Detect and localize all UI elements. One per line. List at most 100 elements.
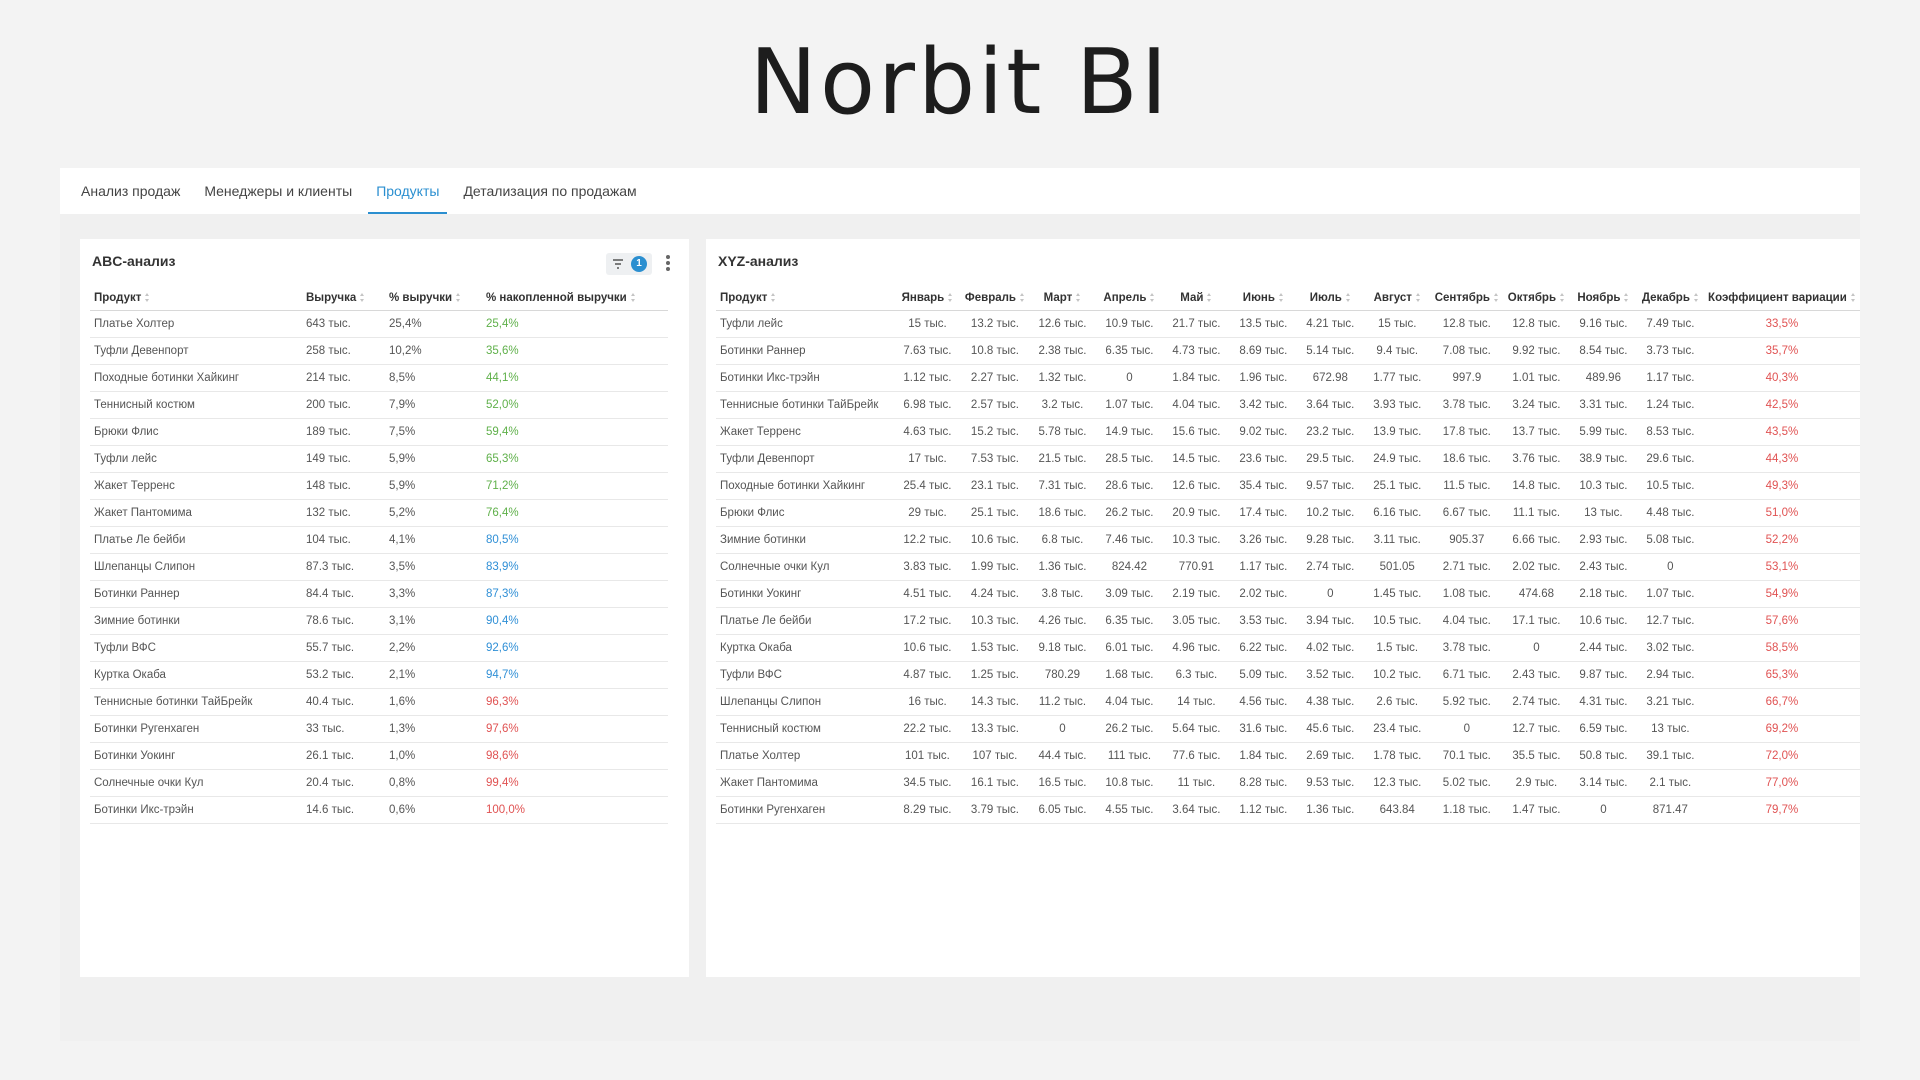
table-cell: 2,2% <box>385 634 482 662</box>
table-row: Ботинки Ругенхаген 8.29 тыс. 3.79 тыс. 6.05… <box>716 796 1860 824</box>
sort-icon[interactable] <box>145 293 150 303</box>
table-cell: 99,4% <box>482 769 668 797</box>
table-cell: 4.38 тыс. <box>1296 688 1364 716</box>
table-row: Платье Холтер 643 тыс. 25,4% 25,4% <box>90 310 668 338</box>
table-cell: 3.09 тыс. <box>1095 580 1163 608</box>
sort-icon[interactable] <box>948 293 953 303</box>
tab[interactable]: Продукты <box>364 168 451 214</box>
sort-icon[interactable] <box>1693 293 1699 303</box>
table-cell: 16 тыс. <box>893 688 961 716</box>
table-cell: 9.02 тыс. <box>1229 418 1297 446</box>
column-header[interactable]: Май <box>1162 286 1230 311</box>
sort-icon[interactable] <box>1415 293 1421 303</box>
table-cell: 3.64 тыс. <box>1162 796 1230 824</box>
sort-icon[interactable] <box>1207 293 1212 303</box>
table-cell: 10.9 тыс. <box>1095 310 1163 338</box>
sort-icon[interactable] <box>771 293 776 303</box>
table-cell: Туфли Девенпорт <box>716 445 894 473</box>
table-cell: 4.48 тыс. <box>1636 499 1704 527</box>
table-cell: 7.08 тыс. <box>1430 337 1503 365</box>
column-header[interactable]: Ноябрь <box>1569 286 1637 311</box>
table-row: Жакет Пантомима 132 тыс. 5,2% 76,4% <box>90 499 668 527</box>
header-label: Март <box>1043 292 1073 304</box>
table-row: Жакет Терренс 4.63 тыс. 15.2 тыс. 5.78 тыс.… <box>716 418 1860 446</box>
table-cell: 53.2 тыс. <box>302 661 385 689</box>
table-cell: 6.3 тыс. <box>1162 661 1230 689</box>
tab[interactable]: Анализ продаж <box>81 183 181 199</box>
table-cell: 2.02 тыс. <box>1229 580 1297 608</box>
column-header[interactable]: Октябрь <box>1502 286 1570 311</box>
table-cell: 1.08 тыс. <box>1430 580 1503 608</box>
table-cell: 4.24 тыс. <box>960 580 1029 608</box>
sort-icon[interactable] <box>1278 293 1284 303</box>
header-label: Продукт <box>720 292 768 304</box>
table-cell: 9.57 тыс. <box>1296 472 1364 500</box>
column-header[interactable]: % накопленной выручки <box>482 286 668 311</box>
header-label: % накопленной выручки <box>486 292 627 304</box>
column-header[interactable]: Февраль <box>960 286 1029 311</box>
column-header[interactable]: Коэффициент вариации <box>1703 286 1860 311</box>
column-header[interactable]: Выручка <box>302 286 385 311</box>
filter-button[interactable]: 1 <box>606 253 652 275</box>
column-header[interactable]: Июнь <box>1229 286 1297 311</box>
table-cell: Брюки Флис <box>90 418 302 446</box>
sort-icon[interactable] <box>1020 293 1025 303</box>
column-header[interactable]: % выручки <box>385 286 482 311</box>
table-cell: Туфли лейс <box>716 310 894 338</box>
column-header[interactable]: Продукт <box>716 286 894 311</box>
table-cell: Ботинки Икс-трэйн <box>716 364 894 392</box>
table-cell: 9.87 тыс. <box>1569 661 1637 689</box>
table-cell: 2.93 тыс. <box>1569 526 1637 554</box>
sort-icon[interactable] <box>630 293 636 303</box>
table-cell: 25,4% <box>385 310 482 338</box>
table-cell: Теннисные ботинки ТайБрейк <box>716 391 894 419</box>
sort-icon[interactable] <box>1560 293 1565 303</box>
table-cell: 52,2% <box>1703 526 1860 554</box>
table-cell: 78.6 тыс. <box>302 607 385 635</box>
table-cell: 997.9 <box>1430 364 1503 392</box>
sort-icon[interactable] <box>1624 293 1629 303</box>
table-cell: 824.42 <box>1095 553 1163 581</box>
table-cell: 43,5% <box>1703 418 1860 446</box>
table-cell: 29 тыс. <box>893 499 961 527</box>
sort-icon[interactable] <box>456 293 461 303</box>
column-header[interactable]: Июль <box>1296 286 1364 311</box>
table-cell: 40,3% <box>1703 364 1860 392</box>
table-cell: 38.9 тыс. <box>1569 445 1637 473</box>
column-header[interactable]: Декабрь <box>1636 286 1704 311</box>
table-cell: 4.73 тыс. <box>1162 337 1230 365</box>
menu-button[interactable] <box>664 253 672 275</box>
sort-icon[interactable] <box>1850 293 1856 303</box>
column-header[interactable]: Сентябрь <box>1430 286 1503 311</box>
column-header[interactable]: Январь <box>893 286 961 311</box>
sort-icon[interactable] <box>1493 293 1499 303</box>
table-cell: 7,9% <box>385 391 482 419</box>
table-cell: Жакет Терренс <box>716 418 894 446</box>
table-cell: Туфли ВФС <box>716 661 894 689</box>
tab[interactable]: Детализация по продажам <box>463 183 637 199</box>
header-label: Июль <box>1309 292 1342 304</box>
table-cell: 3.93 тыс. <box>1363 391 1431 419</box>
table-cell: 4.26 тыс. <box>1029 607 1096 635</box>
column-header[interactable]: Продукт <box>90 286 302 311</box>
table-cell: 13.7 тыс. <box>1502 418 1570 446</box>
table-cell: 0,6% <box>385 796 482 824</box>
column-header[interactable]: Март <box>1029 286 1096 311</box>
sort-icon[interactable] <box>1345 293 1351 303</box>
tab[interactable]: Менеджеры и клиенты <box>204 183 353 199</box>
table-cell: 23.4 тыс. <box>1363 715 1431 743</box>
column-header[interactable]: Август <box>1363 286 1431 311</box>
table-cell: 39.1 тыс. <box>1636 742 1704 770</box>
column-header[interactable]: Апрель <box>1095 286 1163 311</box>
table-cell: 79,7% <box>1703 796 1860 824</box>
sort-icon[interactable] <box>1150 293 1155 303</box>
table-row: Походные ботинки Хайкинг 214 тыс. 8,5% 44,1… <box>90 364 668 392</box>
sort-icon[interactable] <box>360 293 365 303</box>
table-cell: 1.12 тыс. <box>1229 796 1297 824</box>
table-cell: 40.4 тыс. <box>302 688 385 716</box>
table-cell: 13.9 тыс. <box>1363 418 1431 446</box>
table-cell: 50.8 тыс. <box>1569 742 1637 770</box>
sort-icon[interactable] <box>1076 293 1081 303</box>
table-cell: 2.18 тыс. <box>1569 580 1637 608</box>
table-cell: 111 тыс. <box>1095 742 1163 770</box>
